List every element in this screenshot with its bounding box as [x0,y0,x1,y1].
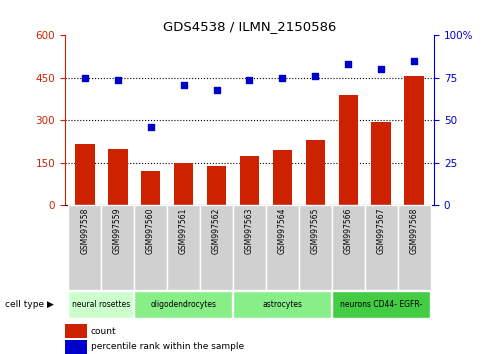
Bar [272,150,292,205]
Bar [371,122,391,205]
Point [311,73,319,79]
FancyBboxPatch shape [398,205,431,290]
Text: GSM997564: GSM997564 [278,208,287,255]
Point [147,124,155,130]
Text: GSM997565: GSM997565 [311,208,320,255]
FancyBboxPatch shape [299,205,332,290]
FancyBboxPatch shape [101,205,134,290]
Text: cell type: cell type [5,300,44,309]
FancyBboxPatch shape [201,205,233,290]
Bar [305,140,325,205]
Point [114,77,122,82]
Text: neurons CD44- EGFR-: neurons CD44- EGFR- [340,300,423,309]
Text: GSM997561: GSM997561 [179,208,188,254]
Bar [65,324,87,338]
FancyBboxPatch shape [332,205,365,290]
FancyBboxPatch shape [68,291,133,318]
Bar [108,149,128,205]
Point [344,62,352,67]
FancyBboxPatch shape [332,291,430,318]
Text: GSM997566: GSM997566 [344,208,353,255]
Point [246,77,253,82]
Text: GSM997563: GSM997563 [245,208,254,255]
Text: GSM997559: GSM997559 [113,208,122,255]
Point [213,87,221,93]
FancyBboxPatch shape [234,205,265,290]
Bar [338,95,358,205]
Text: count: count [91,326,116,336]
FancyBboxPatch shape [68,205,101,290]
Text: oligodendrocytes: oligodendrocytes [151,300,217,309]
Point [81,75,89,81]
Bar [65,340,87,354]
Text: neural rosettes: neural rosettes [72,300,130,309]
Point [410,58,418,64]
Bar [207,166,227,205]
Text: GSM997568: GSM997568 [410,208,419,254]
Bar [405,76,424,205]
Point [180,82,188,87]
Title: GDS4538 / ILMN_2150586: GDS4538 / ILMN_2150586 [163,20,336,33]
Text: percentile rank within the sample: percentile rank within the sample [91,342,244,352]
Text: GSM997567: GSM997567 [377,208,386,255]
Bar [141,171,161,205]
FancyBboxPatch shape [134,205,167,290]
Text: GSM997560: GSM997560 [146,208,155,255]
Text: GSM997562: GSM997562 [212,208,221,254]
Bar [240,156,259,205]
Text: ▶: ▶ [47,300,54,309]
FancyBboxPatch shape [266,205,298,290]
Text: GSM997558: GSM997558 [80,208,89,254]
FancyBboxPatch shape [134,291,232,318]
Point [377,67,385,72]
FancyBboxPatch shape [234,291,331,318]
Text: astrocytes: astrocytes [262,300,302,309]
Point [278,75,286,81]
FancyBboxPatch shape [167,205,200,290]
FancyBboxPatch shape [365,205,398,290]
Bar [75,144,94,205]
Bar [174,164,194,205]
